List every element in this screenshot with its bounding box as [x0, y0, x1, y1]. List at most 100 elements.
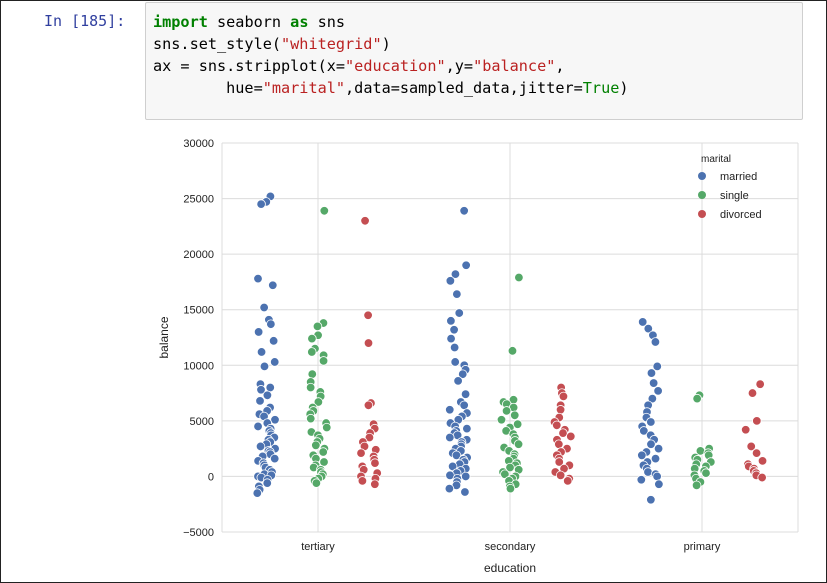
code-token: as — [290, 13, 309, 31]
legend-marker-married — [698, 172, 706, 180]
point-single — [507, 346, 518, 356]
point-married — [259, 302, 269, 313]
point-single — [505, 483, 516, 494]
point-single — [313, 397, 324, 407]
point-divorced — [741, 425, 751, 435]
point-divorced — [746, 441, 756, 452]
x-tick-label: primary — [684, 541, 721, 553]
point-divorced — [370, 458, 380, 468]
point-married — [648, 378, 659, 388]
point-married — [256, 199, 266, 209]
point-married — [256, 347, 267, 357]
point-married — [643, 323, 653, 334]
point-married — [253, 421, 263, 432]
point-married — [445, 432, 455, 443]
y-tick-label: 20000 — [183, 249, 214, 261]
code-token: ax = sns.stripplot(x= — [153, 57, 346, 75]
y-tick-labels: −5000 0 5000 10000 15000 20000 25000 30000 — [183, 138, 214, 539]
point-married — [445, 405, 455, 415]
point-single — [513, 439, 524, 449]
point-married — [446, 333, 456, 344]
point-married — [253, 273, 263, 284]
point-married — [268, 280, 278, 290]
point-divorced — [555, 470, 566, 481]
code-token: sns — [308, 13, 346, 31]
point-divorced — [555, 405, 566, 415]
legend-label-married: married — [720, 171, 757, 183]
point-married — [646, 417, 656, 427]
code-token: "balance" — [473, 57, 556, 75]
point-single — [319, 206, 330, 216]
point-divorced — [752, 416, 762, 426]
point-married — [639, 426, 649, 436]
point-married — [453, 376, 463, 386]
y-tick-label: 5000 — [190, 416, 214, 428]
point-married — [450, 269, 461, 279]
point-single — [501, 406, 512, 416]
point-married — [265, 382, 275, 393]
point-married — [653, 386, 663, 396]
code-token: ) — [381, 35, 391, 53]
y-tick-label: 15000 — [183, 305, 214, 317]
point-married — [454, 308, 464, 318]
point-married — [646, 439, 656, 449]
point-divorced — [755, 379, 765, 389]
y-tick-label: 30000 — [183, 138, 214, 150]
point-single — [691, 480, 702, 491]
y-tick-label: 25000 — [183, 194, 214, 206]
x-tick-label: tertiary — [301, 541, 335, 553]
point-divorced — [357, 476, 368, 486]
point-single — [505, 462, 515, 473]
code-token: hue= — [153, 79, 263, 97]
point-married — [462, 423, 472, 434]
code-editor[interactable]: import seaborn as sns sns.set_style("whi… — [146, 3, 802, 99]
legend: marital married single divorced — [698, 154, 762, 221]
point-married — [637, 450, 647, 461]
point-married — [253, 327, 264, 337]
point-single — [306, 413, 316, 424]
legend-label-single: single — [720, 190, 749, 202]
code-cell[interactable]: import seaborn as sns sns.set_style("whi… — [145, 2, 803, 120]
point-single — [307, 333, 317, 344]
point-divorced — [751, 448, 762, 458]
point-married — [460, 389, 471, 399]
point-married — [268, 336, 279, 346]
code-token: "marital" — [262, 79, 346, 97]
point-divorced — [363, 400, 374, 410]
point-married — [451, 450, 462, 461]
y-tick-label: 10000 — [183, 360, 214, 372]
point-married — [459, 206, 469, 216]
point-divorced — [747, 388, 758, 398]
point-married — [461, 471, 471, 482]
code-token: sns.set_style( — [153, 35, 282, 53]
point-divorced — [554, 439, 564, 449]
point-married — [653, 443, 664, 454]
code-token: seaborn — [207, 13, 291, 31]
x-tick-labels: tertiary secondary primary — [301, 541, 721, 553]
data-points — [252, 191, 768, 505]
point-single — [514, 272, 524, 283]
point-single — [496, 415, 507, 425]
point-single — [512, 419, 523, 429]
point-married — [458, 369, 468, 379]
point-married — [446, 316, 456, 326]
point-single — [305, 382, 316, 393]
x-tick-label: secondary — [485, 541, 536, 553]
point-married — [652, 471, 662, 482]
code-token: True — [582, 79, 620, 97]
code-token: ,y= — [445, 57, 474, 75]
point-single — [311, 478, 322, 488]
point-married — [266, 319, 276, 329]
point-single — [307, 369, 317, 379]
point-married — [638, 317, 648, 327]
point-divorced — [757, 472, 767, 483]
point-married — [444, 483, 455, 494]
point-married — [262, 478, 272, 488]
point-single — [319, 457, 329, 467]
legend-label-divorced: divorced — [720, 209, 762, 221]
point-married — [652, 361, 662, 372]
point-married — [270, 453, 280, 464]
strip-plot: −5000 0 5000 10000 15000 20000 25000 30000 tert… — [157, 138, 799, 575]
point-married — [646, 368, 657, 378]
point-single — [312, 321, 323, 332]
